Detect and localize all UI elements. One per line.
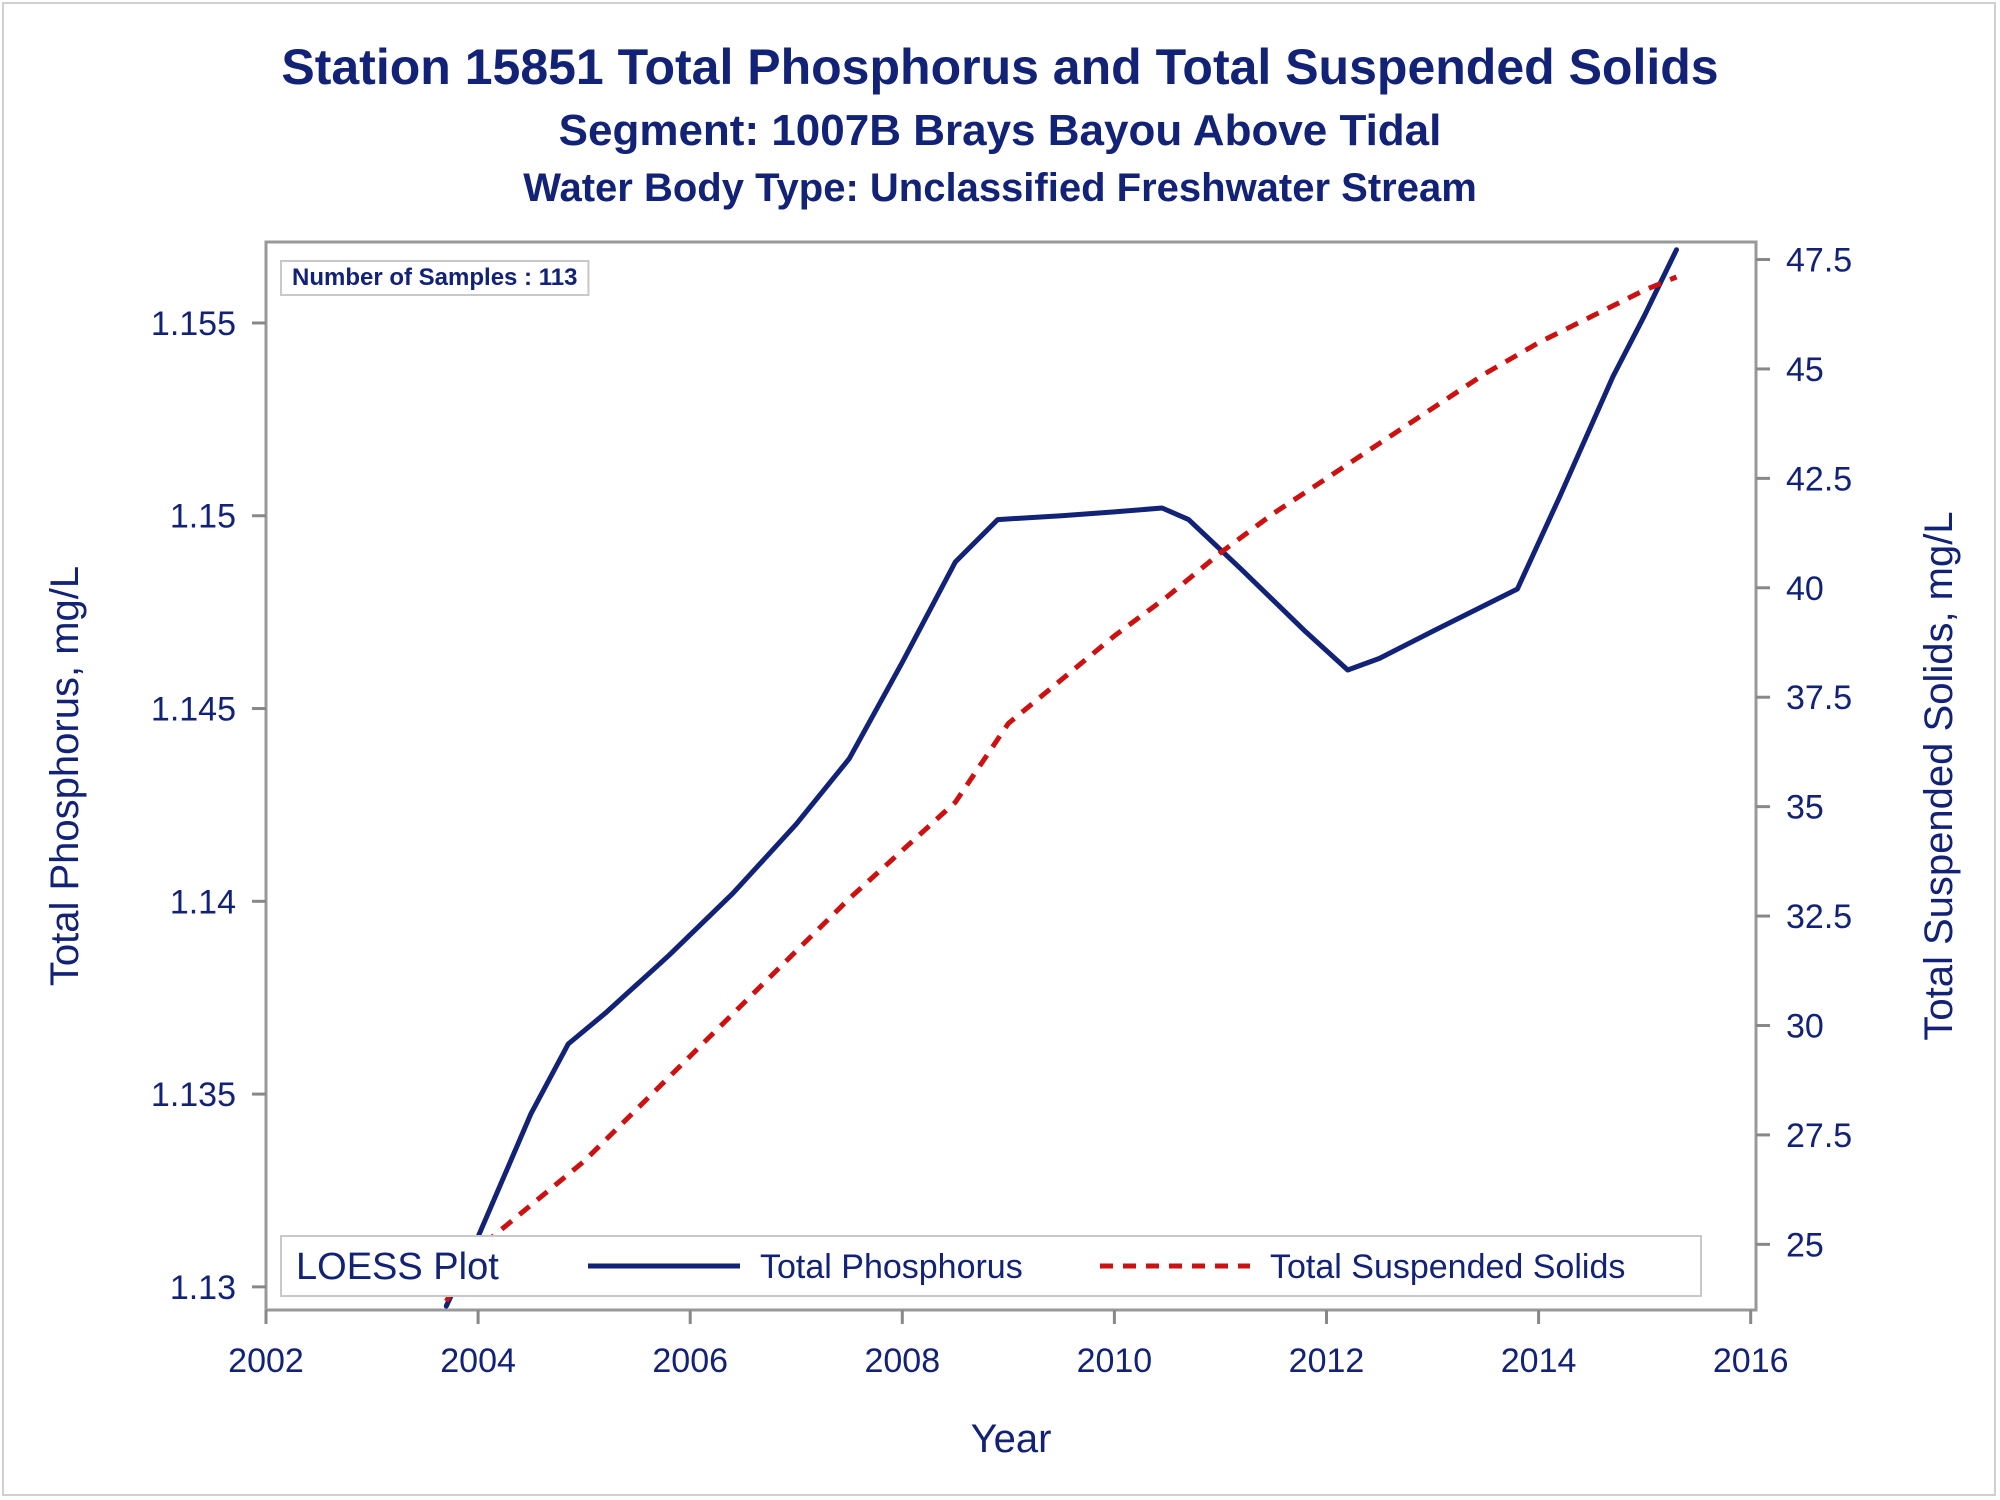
y-right-axis: 25 27.5 30 32.5 35 37.5 40 42.5 45 47.5 [1756, 242, 1852, 1264]
x-tick-label-2012: 2012 [1289, 1342, 1365, 1380]
y-right-tick-label-8: 45 [1786, 351, 1824, 389]
y-left-tick-label-4: 1.15 [170, 498, 236, 536]
x-tick-label-2016: 2016 [1713, 1342, 1789, 1380]
series-line-total-phosphorus [443, 247, 1679, 1309]
plot-area [264, 240, 1758, 1312]
chart-subtitle-2: Water Body Type: Unclassified Freshwater… [523, 166, 1477, 210]
y-left-tick-label-0: 1.13 [170, 1269, 236, 1307]
x-tick-label-2004: 2004 [440, 1342, 516, 1380]
y-right-tick-label-6: 40 [1786, 570, 1824, 608]
x-tick-label-2006: 2006 [652, 1342, 728, 1380]
chart-title: Station 15851 Total Phosphorus and Total… [281, 39, 1719, 95]
series-layer [443, 247, 1679, 1309]
y-right-tick-label-2: 30 [1786, 1007, 1824, 1045]
sample-count-annotation: Number of Samples : 113 [280, 260, 590, 296]
y-right-tick-label-3: 32.5 [1786, 898, 1852, 936]
y-left-tick-label-1: 1.135 [151, 1076, 236, 1114]
series-line-total-suspended-solids [444, 274, 1678, 1303]
legend-label-total-suspended-solids: Total Suspended Solids [1270, 1248, 1625, 1286]
y-left-axis-label: Total Phosphorus, mg/L [43, 566, 87, 986]
y-left-tick-label-2: 1.14 [170, 883, 236, 921]
y-right-tick-label-5: 37.5 [1786, 679, 1852, 717]
legend: LOESS Plot Total Phosphorus Total Suspen… [280, 1235, 1702, 1297]
x-axis-label: Year [971, 1417, 1052, 1461]
sample-count-text: Number of Samples : 113 [292, 264, 577, 291]
legend-box [280, 1235, 1702, 1297]
y-right-tick-label-9: 47.5 [1786, 242, 1852, 280]
x-tick-label-2014: 2014 [1501, 1342, 1577, 1380]
y-right-tick-label-7: 42.5 [1786, 460, 1852, 498]
y-right-tick-label-0: 25 [1786, 1226, 1824, 1264]
x-axis: 2002 2004 2006 2008 2010 2012 2014 2016 [228, 1310, 1789, 1380]
chart-subtitle: Segment: 1007B Brays Bayou Above Tidal [558, 106, 1442, 155]
legend-label-total-phosphorus: Total Phosphorus [760, 1248, 1023, 1286]
x-tick-label-2002: 2002 [228, 1342, 304, 1380]
legend-title: LOESS Plot [296, 1246, 499, 1288]
x-tick-label-2010: 2010 [1077, 1342, 1153, 1380]
y-right-axis-label: Total Suspended Solids, mg/L [1917, 511, 1961, 1040]
y-right-tick-label-1: 27.5 [1786, 1117, 1852, 1155]
x-tick-label-2008: 2008 [864, 1342, 940, 1380]
y-left-tick-label-3: 1.145 [151, 691, 236, 729]
y-left-axis: 1.13 1.135 1.14 1.145 1.15 1.155 [151, 305, 266, 1307]
y-left-tick-label-5: 1.155 [151, 305, 236, 343]
y-right-tick-label-4: 35 [1786, 789, 1824, 827]
